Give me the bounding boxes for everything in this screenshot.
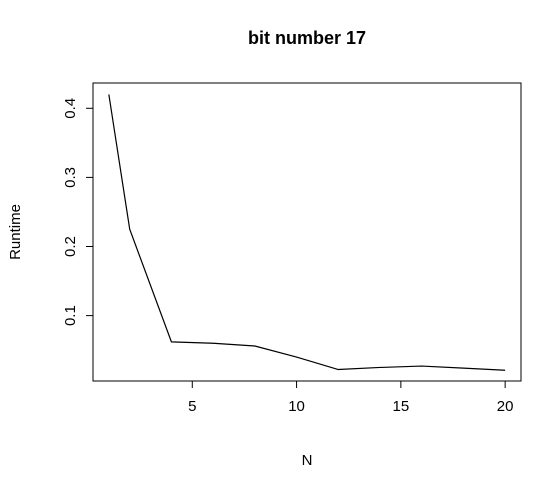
y-axis-title: Runtime xyxy=(7,204,24,260)
x-tick-label: 5 xyxy=(188,398,196,415)
y-tick-label: 0.3 xyxy=(62,167,79,188)
series-line xyxy=(108,94,506,371)
y-axis: 0.1 0.2 0.3 0.4 xyxy=(62,98,94,326)
series-layer xyxy=(108,94,506,371)
y-tick-label: 0.4 xyxy=(62,98,79,119)
x-tick-label: 15 xyxy=(393,398,410,415)
x-axis-title: N xyxy=(302,452,313,469)
chart-title: bit number 17 xyxy=(248,28,366,48)
x-tick-label: 20 xyxy=(497,398,514,415)
plot-frame xyxy=(92,82,522,382)
y-tick-label: 0.1 xyxy=(62,305,79,326)
x-axis: 5 10 15 20 xyxy=(188,380,514,415)
x-tick-label: 10 xyxy=(288,398,305,415)
y-tick-label: 0.2 xyxy=(62,236,79,257)
